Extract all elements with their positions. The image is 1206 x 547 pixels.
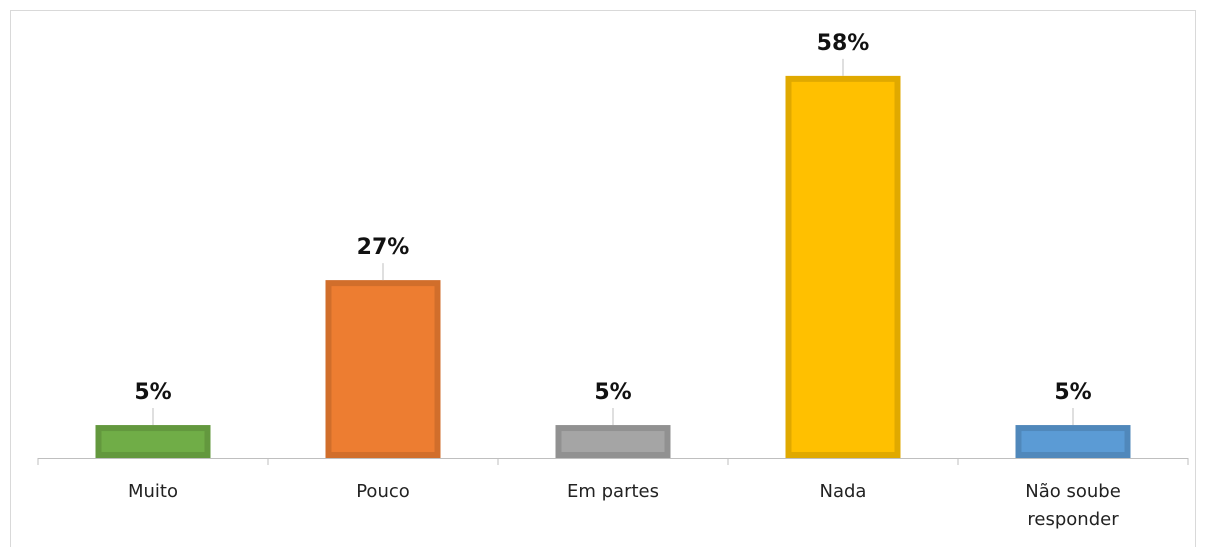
value-label: 5% xyxy=(1054,380,1091,405)
bar xyxy=(95,425,211,459)
bar xyxy=(1015,425,1131,459)
value-label: 27% xyxy=(357,235,410,260)
bar xyxy=(785,75,901,458)
x-tick-label: Muito xyxy=(127,481,178,502)
x-tick-label: Não soube responder xyxy=(1025,481,1121,530)
value-label: 5% xyxy=(134,380,171,405)
x-tick-label: Pouco xyxy=(356,481,410,502)
chart-frame xyxy=(10,10,1196,547)
bar xyxy=(555,425,671,459)
x-tick-label: Em partes xyxy=(567,481,659,502)
value-label: 5% xyxy=(594,380,631,405)
bar xyxy=(325,280,441,458)
x-tick-label: Nada xyxy=(819,481,867,502)
value-label: 58% xyxy=(817,31,870,56)
